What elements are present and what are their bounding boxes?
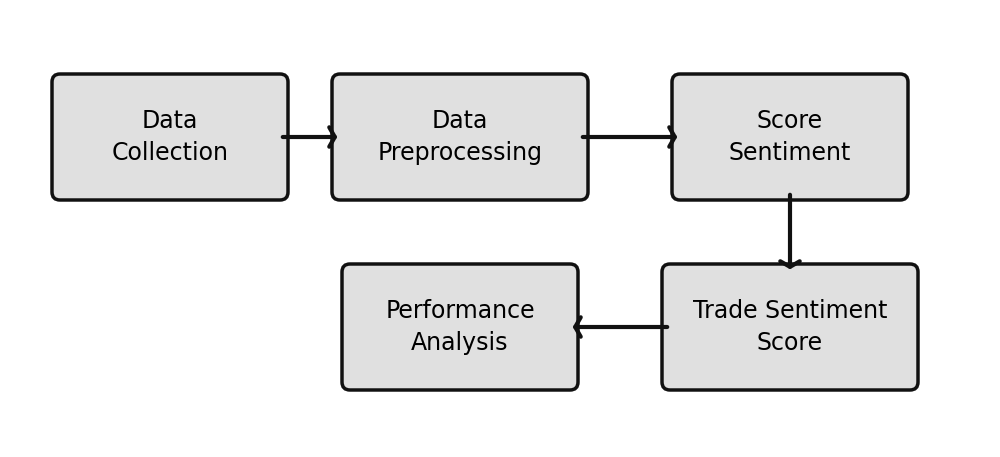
- FancyBboxPatch shape: [672, 74, 908, 200]
- Text: Data
Preprocessing: Data Preprocessing: [377, 109, 542, 165]
- FancyBboxPatch shape: [52, 74, 288, 200]
- FancyBboxPatch shape: [332, 74, 588, 200]
- Text: Trade Sentiment
Score: Trade Sentiment Score: [693, 299, 887, 355]
- Text: Performance
Analysis: Performance Analysis: [385, 299, 535, 355]
- FancyBboxPatch shape: [342, 264, 578, 390]
- FancyBboxPatch shape: [662, 264, 918, 390]
- Text: Score
Sentiment: Score Sentiment: [729, 109, 851, 165]
- Text: Data
Collection: Data Collection: [111, 109, 228, 165]
